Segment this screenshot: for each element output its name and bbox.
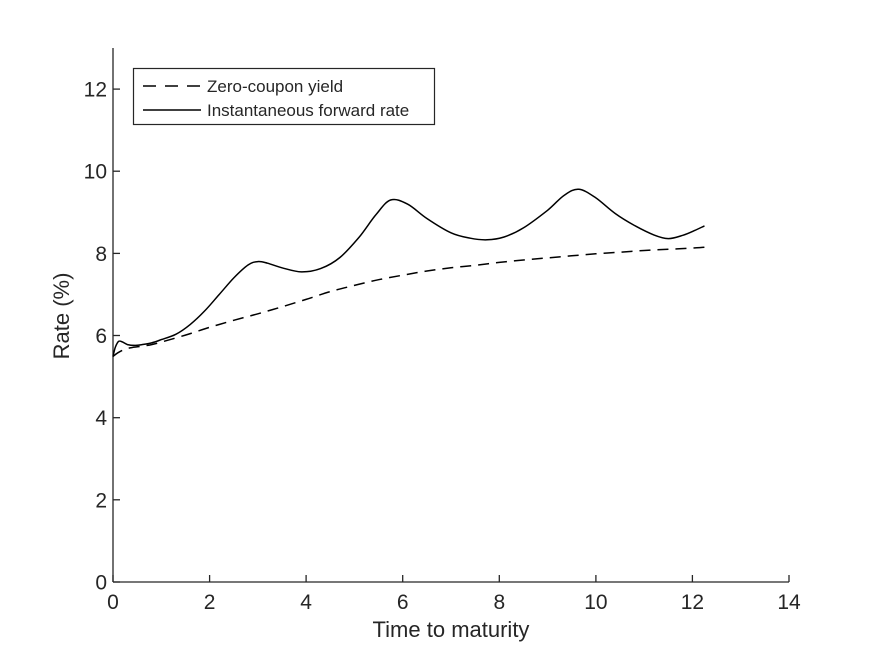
x-axis-tick-labels: 0 2 4 6 8 10 12 14 <box>107 591 801 614</box>
y-tick-label: 0 <box>95 572 107 595</box>
y-tick-label: 8 <box>95 243 107 266</box>
x-tick-label: 12 <box>681 591 704 614</box>
legend-label-forward-rate: Instantaneous forward rate <box>207 101 409 120</box>
legend-label-zero-coupon: Zero-coupon yield <box>207 77 343 96</box>
y-axis-ticks <box>113 88 120 583</box>
legend: Zero-coupon yield Instantaneous forward … <box>132 67 436 126</box>
zero-coupon-yield-line <box>112 246 705 358</box>
legend-border <box>132 67 436 126</box>
x-tick-label: 0 <box>107 591 119 614</box>
x-tick-label: 6 <box>397 591 409 614</box>
y-tick-label: 6 <box>95 325 107 348</box>
y-tick-label: 2 <box>95 489 107 512</box>
x-tick-label: 2 <box>204 591 216 614</box>
x-axis-ticks <box>112 575 790 582</box>
forward-rate-line <box>112 188 705 357</box>
x-tick-label: 4 <box>300 591 312 614</box>
y-tick-label: 12 <box>84 79 107 102</box>
x-tick-label: 10 <box>584 591 607 614</box>
legend-item-forward-rate: Instantaneous forward rate <box>143 101 409 120</box>
y-axis-title: Rate (%) <box>49 273 74 360</box>
x-tick-label: 8 <box>493 591 505 614</box>
y-tick-label: 10 <box>84 161 107 184</box>
x-axis-title: Time to maturity <box>373 617 530 642</box>
x-tick-label: 14 <box>777 591 801 614</box>
legend-item-zero-coupon: Zero-coupon yield <box>143 77 343 96</box>
y-axis-tick-labels: 0 2 4 6 8 10 12 <box>84 79 108 595</box>
y-tick-label: 4 <box>95 407 107 430</box>
